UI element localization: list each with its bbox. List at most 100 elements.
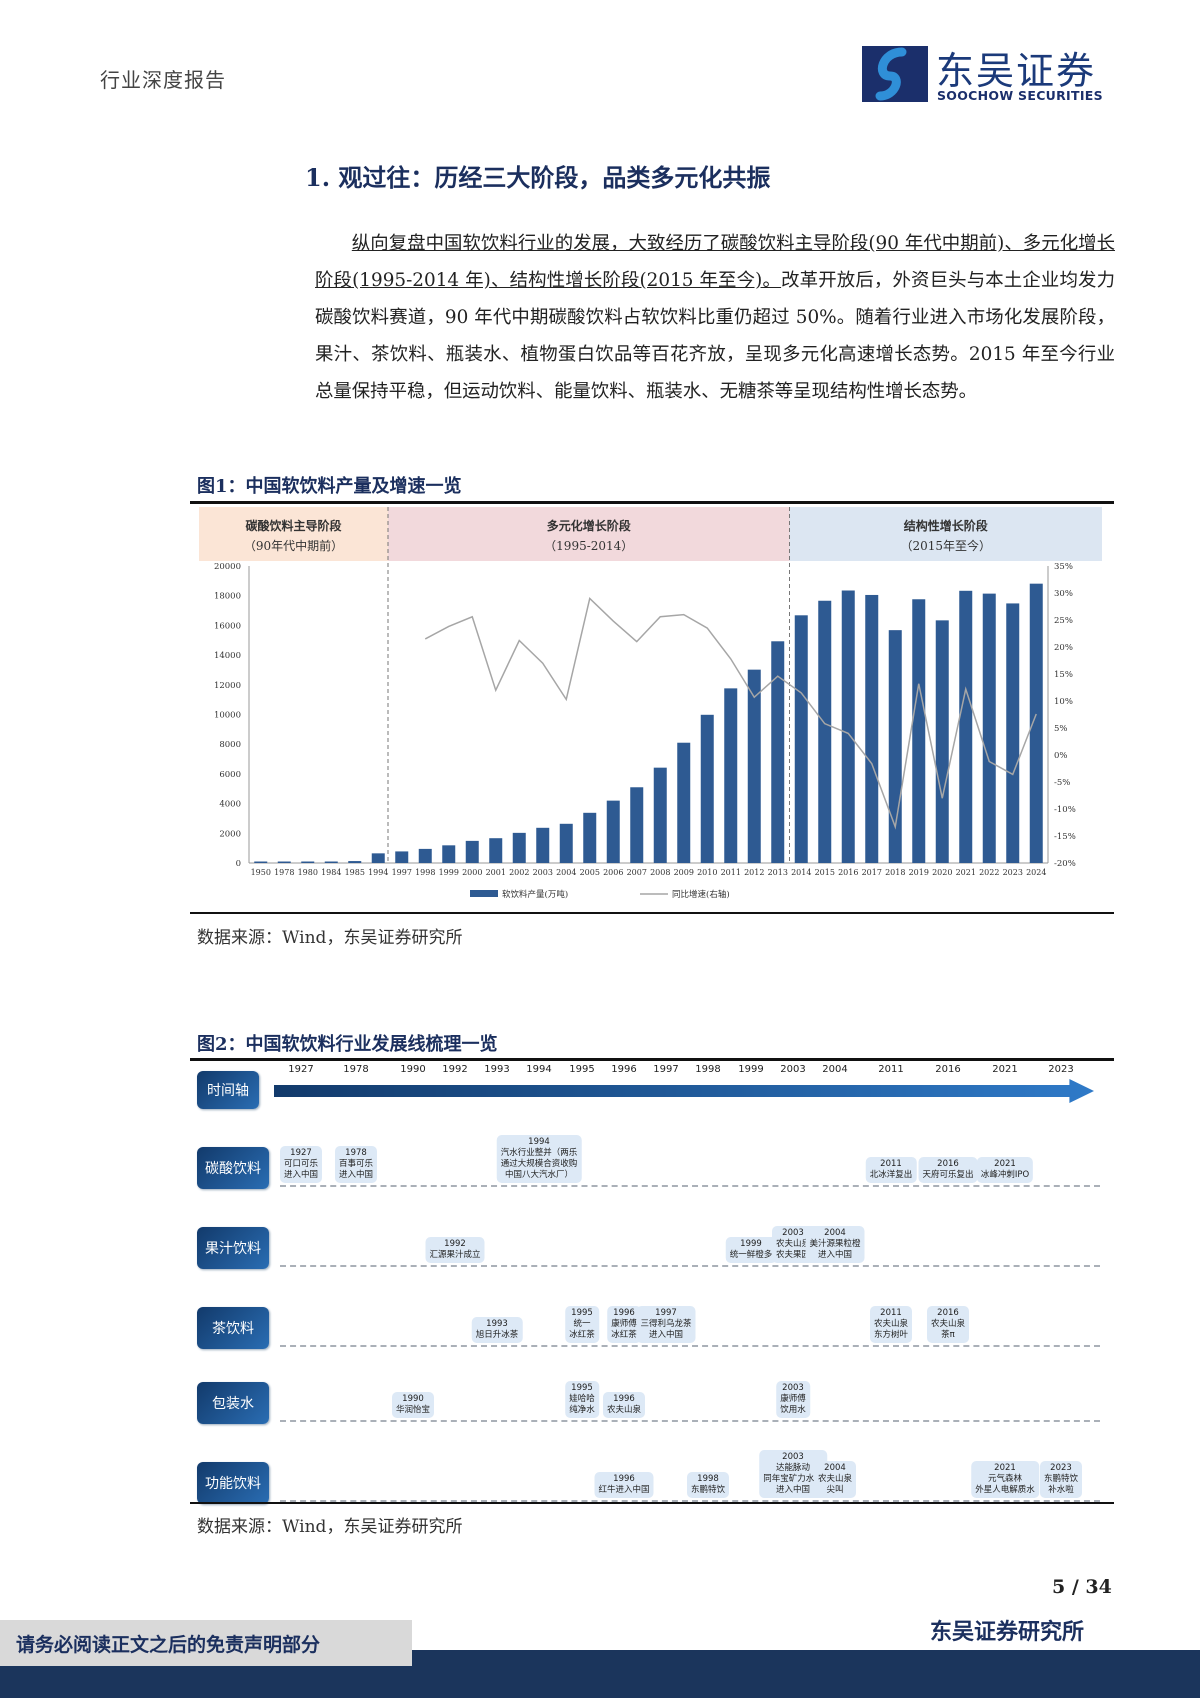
timeline-event: 1994 汽水行业整并（两乐 通过大规模合资收购 中国八大汽水厂） [496, 1135, 582, 1183]
bar-2003 [536, 827, 550, 863]
phase-period: （90年代中期前） [244, 538, 343, 553]
event-text: 饮用水 [780, 1405, 806, 1415]
event-text: 2016 [937, 1308, 959, 1318]
row-label-4: 功能饮料 [197, 1462, 269, 1504]
event-text: 1990 [402, 1394, 424, 1404]
event-text: 外星人电解质水 [975, 1485, 1035, 1495]
x-tick-label: 2008 [650, 868, 670, 877]
row-label-2: 茶饮料 [197, 1307, 269, 1349]
bar-2004 [559, 823, 573, 863]
event-text: 1995 [571, 1308, 593, 1318]
phase-band [199, 507, 388, 561]
bar-2009 [677, 742, 691, 863]
x-tick-label: 2003 [533, 868, 553, 877]
bar-1997 [395, 851, 409, 863]
event-text: 1996 [613, 1394, 635, 1404]
event-text: 百事可乐 [338, 1159, 374, 1169]
event-text: 可口可乐 [283, 1159, 319, 1169]
bar-1978 [277, 861, 291, 863]
phase-name: 碳酸饮料主导阶段 [245, 518, 342, 533]
x-tick-label: 2012 [744, 868, 764, 877]
timeline-event: 2016 农夫山泉 茶π [926, 1306, 970, 1343]
left-tick-label: 18000 [214, 592, 241, 602]
event-text: 冰峰冲刺IPO [980, 1170, 1030, 1180]
right-tick-label: 30% [1054, 589, 1073, 599]
event-text: 1995 [571, 1383, 593, 1393]
event-text: 1992 [444, 1239, 466, 1249]
right-tick-label: 20% [1054, 643, 1073, 653]
event-text: 天府可乐复出 [922, 1170, 974, 1180]
right-tick-label: -20% [1054, 859, 1076, 869]
x-tick-label: 2016 [838, 868, 858, 877]
event-text: 2011 [880, 1159, 902, 1169]
timeline-event: 2011 北冰洋复出 [865, 1157, 917, 1183]
timeline-year: 2011 [878, 1064, 904, 1075]
timeline-year: 2003 [780, 1064, 806, 1075]
figure2-title: 图2：中国软饮料行业发展线梳理一览 [197, 1034, 498, 1055]
row-dashed-line [280, 1265, 1100, 1267]
left-tick-label: 8000 [219, 740, 241, 750]
x-tick-label: 1999 [439, 868, 459, 877]
logo-text-cn: 东吴证券 [936, 49, 1097, 93]
bar-1985 [348, 861, 362, 863]
x-tick-label: 1985 [345, 868, 365, 877]
event-text: 康师傅 [611, 1319, 637, 1329]
event-text: 2003 [782, 1228, 804, 1238]
left-tick-label: 4000 [219, 800, 241, 810]
figure1-top-rule [190, 501, 1114, 504]
production-growth-chart: 碳酸饮料主导阶段 （90年代中期前） 多元化增长阶段 （1995-2014） 结构性增长… [199, 507, 1102, 900]
bar-1999 [442, 845, 456, 863]
event-text: 旭日升冰茶 [475, 1330, 519, 1340]
bar-1984 [324, 861, 338, 863]
timeline-event: 1997 三得利乌龙茶 进入中国 [636, 1306, 696, 1343]
bar-2014 [794, 615, 808, 863]
bar-2005 [583, 812, 597, 863]
event-text: 2004 [824, 1463, 846, 1473]
event-text: 尖叫 [826, 1485, 844, 1495]
timeline-event: 2003 康师傅 饮用水 [776, 1381, 810, 1418]
event-text: 进入中国 [648, 1330, 684, 1340]
timeline-year: 1997 [653, 1064, 679, 1075]
x-tick-label: 2024 [1026, 868, 1046, 877]
row-dashed-line [280, 1420, 1100, 1422]
event-text: 中国八大汽水厂） [504, 1170, 574, 1180]
paragraph-text: 改革开放后，外资巨头与本土企业均发力碳酸饮料赛道，90 年代中期碳酸饮料占软饮料… [315, 270, 1115, 402]
event-text: 农夫山泉 [775, 1239, 811, 1249]
event-text: 东鹏特饮 [690, 1485, 726, 1495]
timeline-event: 1990 华润怡宝 [391, 1392, 435, 1418]
x-tick-label: 2010 [697, 868, 717, 877]
event-text: 1978 [345, 1148, 367, 1158]
timeline-event: 1993 旭日升冰茶 [471, 1317, 523, 1343]
figure2-bottom-rule [190, 1502, 1114, 1504]
event-text: 1997 [655, 1308, 677, 1318]
event-text: 华润怡宝 [395, 1405, 431, 1415]
phase-name: 结构性增长阶段 [904, 518, 989, 533]
event-text: 1996 [613, 1308, 635, 1318]
bar-2016 [841, 590, 855, 863]
timeline-year: 2016 [935, 1064, 961, 1075]
footer-org: 东吴证券研究所 [930, 1619, 1085, 1645]
body-paragraph: 纵向复盘中国软饮料行业的发展，大致经历了碳酸饮料主导阶段(90 年代中期前)、多… [315, 225, 1115, 410]
x-tick-label: 1950 [251, 868, 271, 877]
right-tick-label: 35% [1054, 562, 1073, 572]
x-tick-label: 2014 [791, 868, 811, 877]
event-text: 2003 [782, 1452, 804, 1462]
bar-2000 [465, 840, 479, 863]
bar-2024 [1029, 583, 1043, 863]
event-text: 1994 [528, 1137, 550, 1147]
bar-2011 [724, 688, 738, 863]
bar-2020 [935, 620, 949, 863]
event-text: 1999 [740, 1239, 762, 1249]
left-tick-label: 0 [236, 859, 241, 869]
timeline-arrow [274, 1079, 1094, 1103]
row-dashed-line [280, 1185, 1100, 1187]
x-tick-label: 2007 [627, 868, 647, 877]
timeline-axis-label: 时间轴 [197, 1071, 259, 1109]
legend-line-label: 同比增速(右轴) [672, 889, 730, 900]
timeline-year: 2021 [992, 1064, 1018, 1075]
x-tick-label: 1980 [298, 868, 318, 877]
event-text: 统一 [573, 1319, 591, 1329]
bar-1998 [418, 848, 432, 863]
x-tick-label: 2002 [509, 868, 529, 877]
disclaimer-notice: 请务必阅读正文之后的免责声明部分 [0, 1620, 412, 1666]
